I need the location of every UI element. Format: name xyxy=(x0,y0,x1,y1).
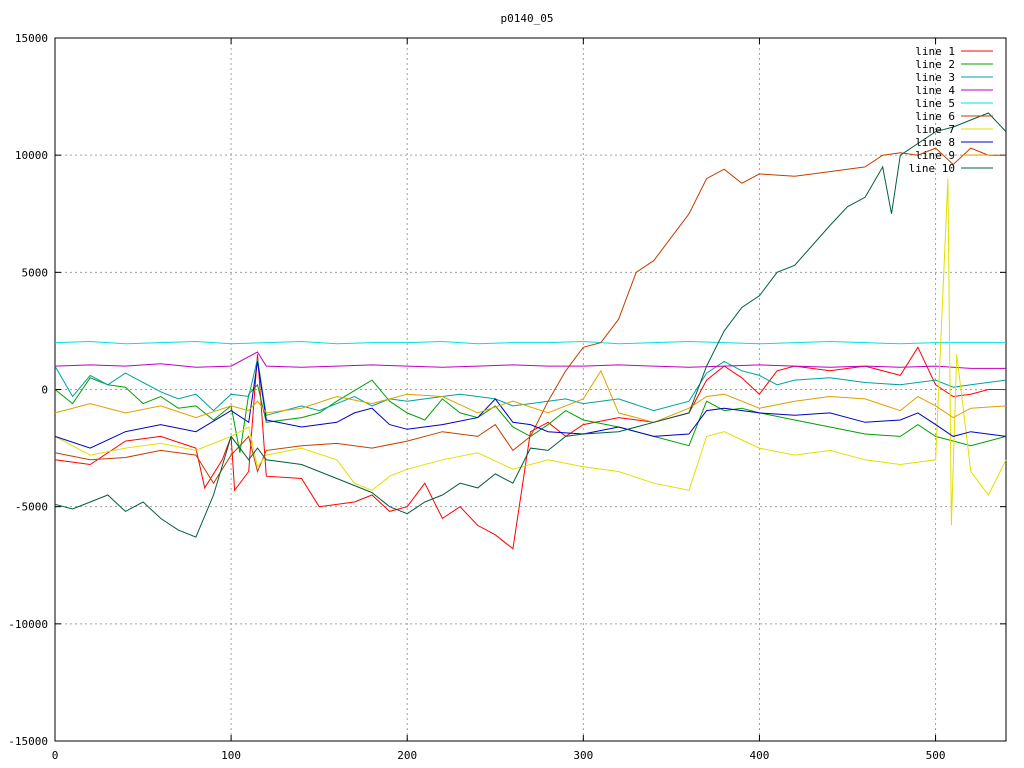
series-line-1 xyxy=(54,346,1006,550)
x-tick-label: 300 xyxy=(573,749,593,762)
grid-lines xyxy=(55,38,1006,741)
series-line-6 xyxy=(54,147,1006,485)
x-tick-label: 200 xyxy=(397,749,417,762)
x-tick-label: 400 xyxy=(750,749,770,762)
legend-label-6: line 6 xyxy=(915,110,955,123)
legend-label-4: line 4 xyxy=(915,84,955,97)
series-line-5 xyxy=(54,340,1006,345)
x-tick-label: 0 xyxy=(52,749,59,762)
series-line-2 xyxy=(54,377,1007,453)
y-tick-label: -15000 xyxy=(8,735,48,748)
series-line-3 xyxy=(54,358,1007,416)
y-tick-label: -5000 xyxy=(15,501,48,514)
legend-label-2: line 2 xyxy=(915,58,955,71)
legend-label-8: line 8 xyxy=(915,136,955,149)
series-lines xyxy=(54,112,1007,550)
legend-label-10: line 10 xyxy=(909,162,955,175)
y-tick-label: 15000 xyxy=(15,32,48,45)
series-line-4 xyxy=(54,351,1006,369)
legend-label-7: line 7 xyxy=(915,123,955,136)
x-tick-label: 100 xyxy=(221,749,241,762)
legend-label-9: line 9 xyxy=(915,149,955,162)
series-line-9 xyxy=(54,369,1007,423)
y-tick-label: -10000 xyxy=(8,618,48,631)
legend-label-5: line 5 xyxy=(915,97,955,110)
series-line-7 xyxy=(54,178,1007,526)
y-tick-label: 5000 xyxy=(22,266,49,279)
legend-label-1: line 1 xyxy=(915,45,955,58)
x-tick-label: 500 xyxy=(926,749,946,762)
chart-title: p0140_05 xyxy=(501,12,554,25)
series-line-8 xyxy=(54,361,1007,449)
series-line-10 xyxy=(54,112,1007,538)
y-tick-label: 0 xyxy=(41,384,48,397)
legend-label-3: line 3 xyxy=(915,71,955,84)
axes: 0 100 200 300 400 500 -15000 -10000 -5000 0 5000 10… xyxy=(8,32,1007,762)
y-tick-label: 10000 xyxy=(15,149,48,162)
